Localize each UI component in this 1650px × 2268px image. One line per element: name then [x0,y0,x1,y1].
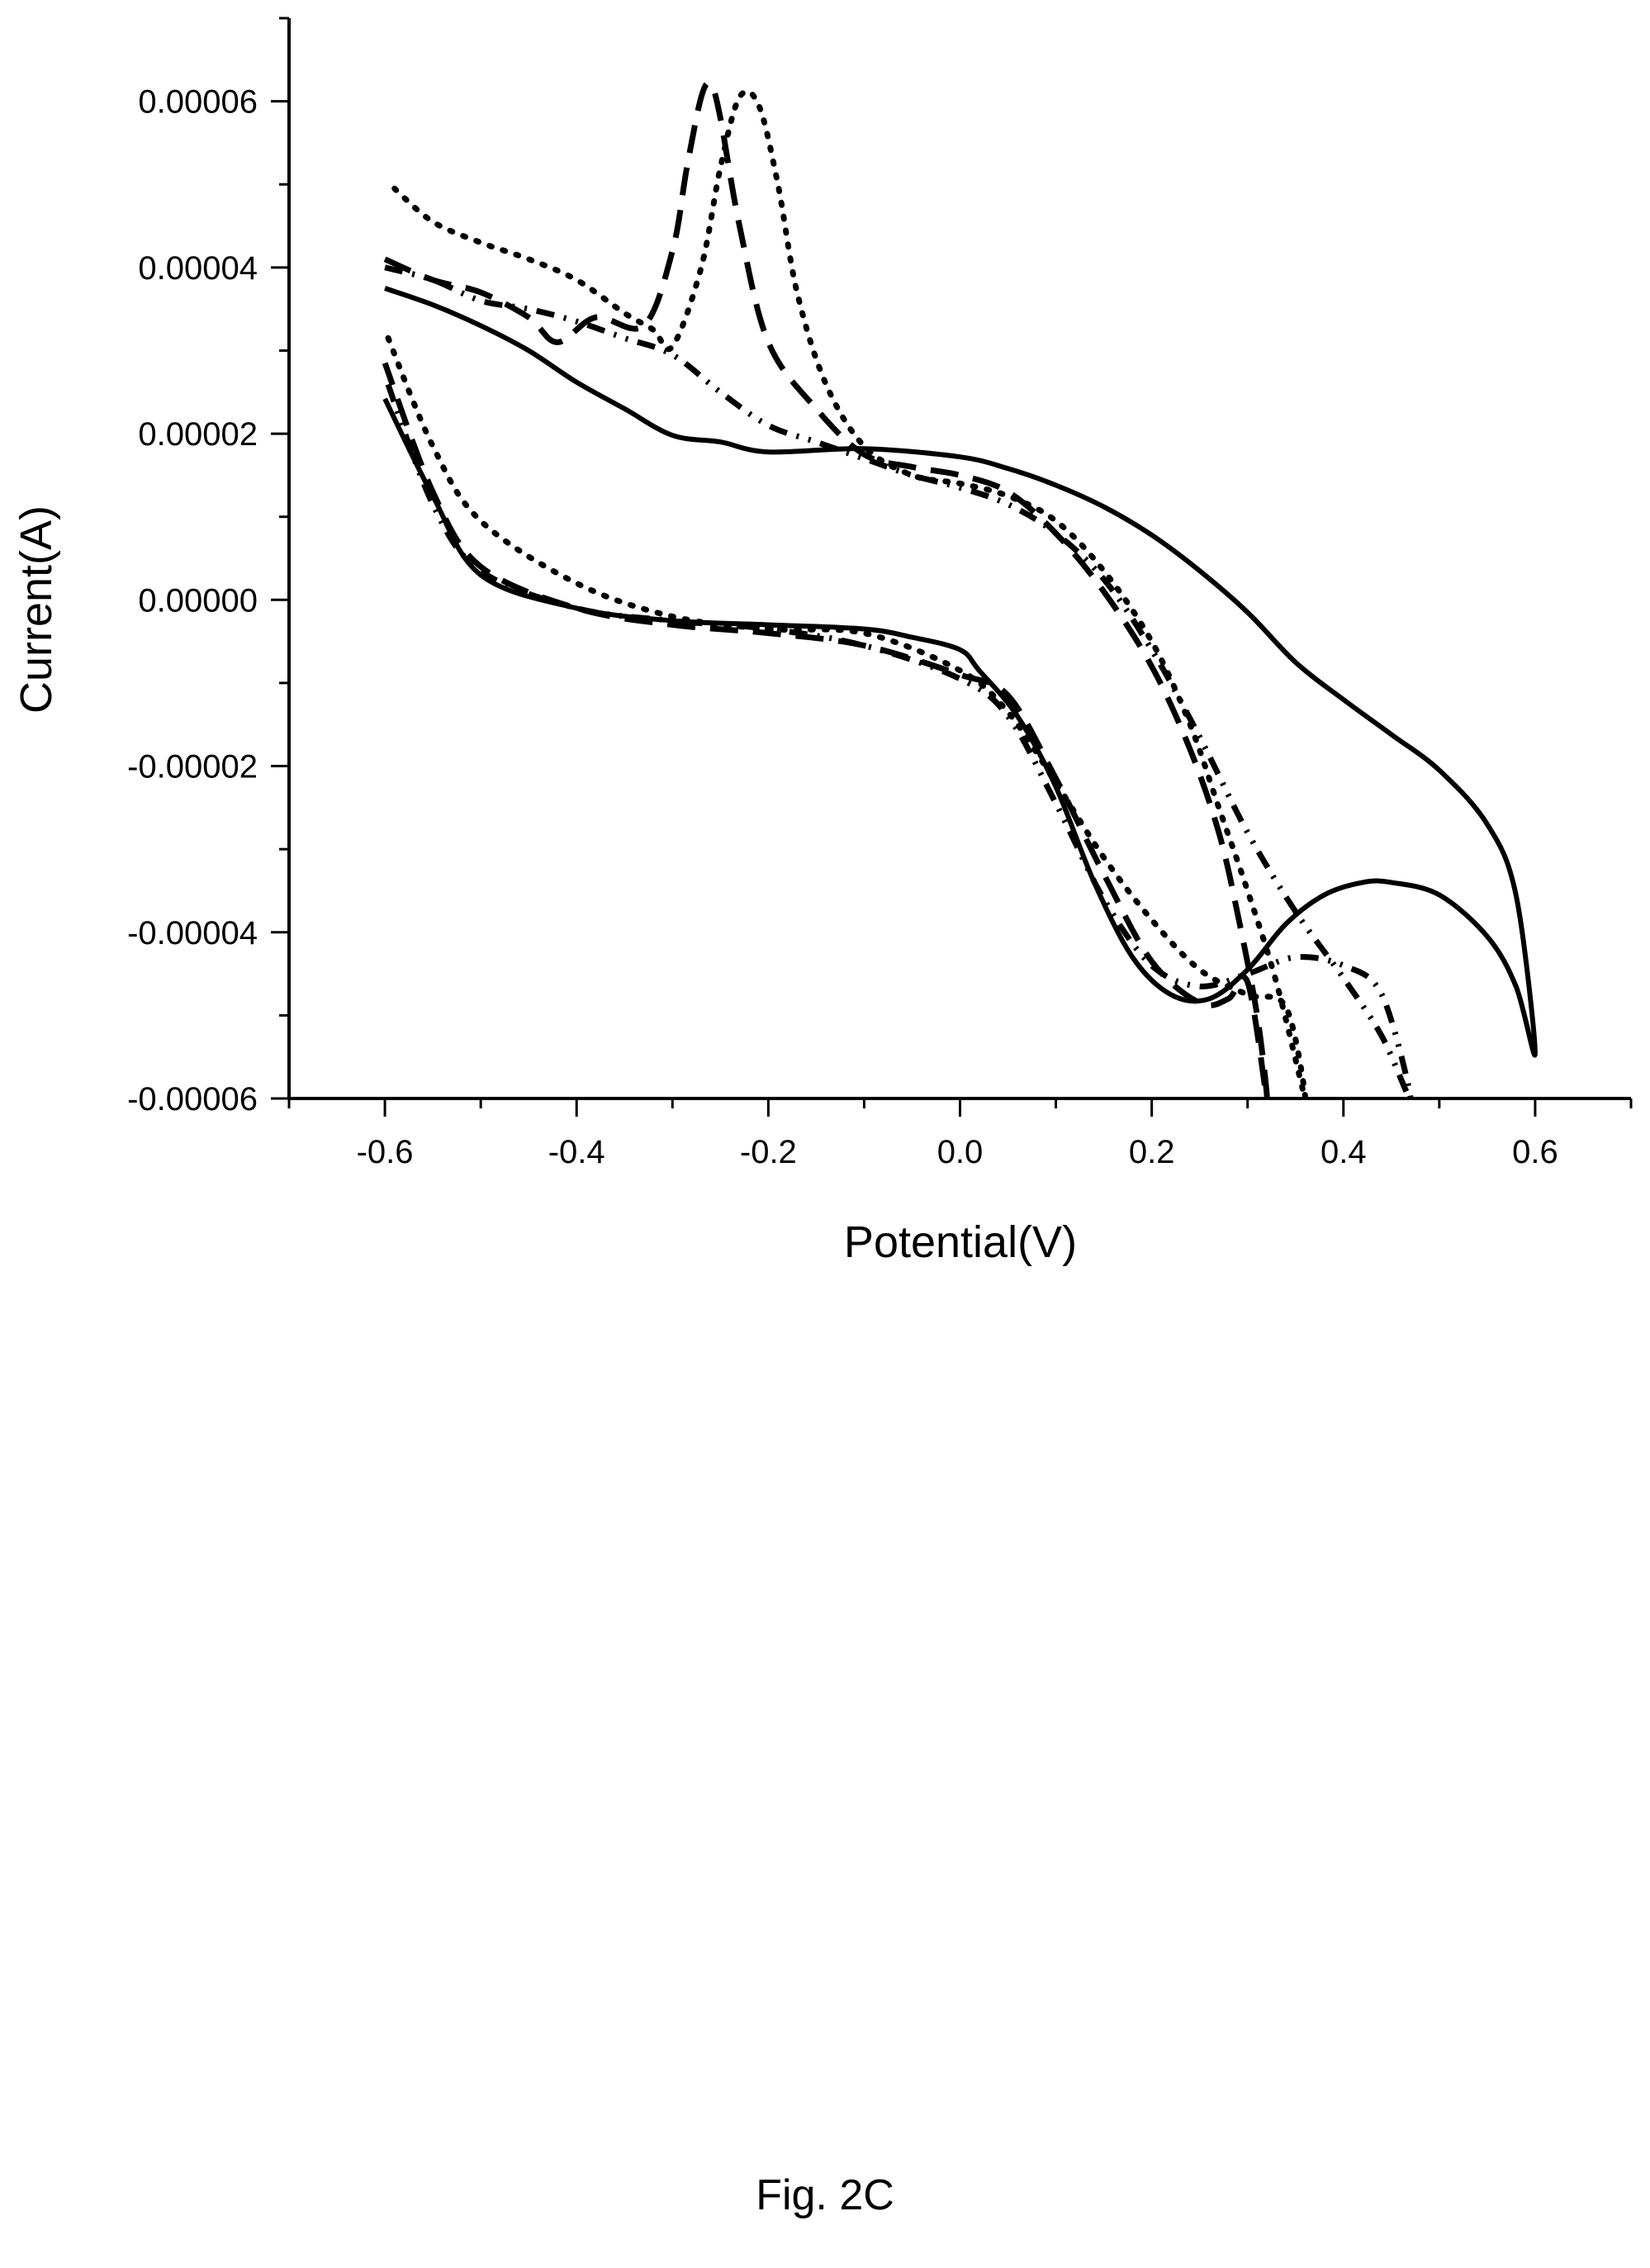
x-tick-label: 0.2 [1129,1134,1175,1170]
y-tick-label: 0.00006 [138,84,258,121]
series-dash-dot-dot-line [382,264,1414,1103]
series-solid-line [382,286,1538,1058]
x-tick-label: -0.2 [740,1134,797,1170]
y-tick-label: -0.00002 [127,749,258,785]
x-tick-label: -0.6 [357,1134,414,1170]
y-tick-label: 0.00004 [138,250,258,287]
y-tick-label: -0.00004 [127,915,258,951]
x-axis-label: Potential(V) [844,1217,1077,1267]
x-tick-label: -0.4 [548,1134,605,1170]
y-tick-label: 0.00000 [138,582,258,619]
figure-caption: Fig. 2C [756,2171,894,2219]
tick-labels: -0.6 -0.4 -0.2 0.0 0.2 0.4 0.6 -0.00006 -0.00004… [127,84,1558,1170]
ticks [271,17,1633,1117]
axes [287,18,1631,1100]
x-tick-label: 0.4 [1320,1134,1367,1170]
series-dot-line [382,88,1309,1102]
y-axis-label: Current(A) [12,505,61,714]
y-tick-label: 0.00002 [138,416,258,453]
x-tick-label: 0.6 [1512,1134,1558,1170]
x-tick-label: 0.0 [937,1134,984,1170]
y-tick-label: -0.00006 [127,1081,258,1117]
series-layer [382,80,1538,1103]
